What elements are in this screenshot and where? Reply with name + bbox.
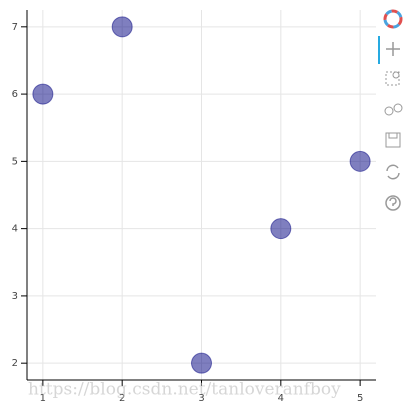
toolbar (378, 9, 403, 211)
x-tick-label: 1 (40, 393, 46, 404)
reset-tool[interactable] (386, 164, 400, 180)
y-tick-label: 6 (12, 89, 18, 100)
plot-area: 1 2 3 4 5 2 3 4 5 6 7 https://blog.csdn.net/tanlove… (12, 10, 376, 404)
point (111, 16, 133, 38)
point (32, 83, 54, 105)
x-tick-label: 5 (357, 393, 363, 404)
point (191, 352, 212, 374)
x-tick-label: 4 (278, 393, 284, 404)
help-tool[interactable] (385, 195, 401, 211)
pan-tool[interactable] (386, 42, 400, 56)
wheel-zoom-tool[interactable] (384, 103, 403, 116)
point (349, 150, 371, 172)
x-tick-label: 2 (119, 393, 125, 404)
y-tick-label: 2 (12, 358, 18, 369)
box-zoom-tool[interactable] (385, 71, 400, 86)
save-tool[interactable] (385, 132, 401, 148)
watermark: https://blog.csdn.net/tanloveranfboy (28, 380, 341, 400)
point (270, 218, 292, 240)
y-tick-label: 5 (12, 156, 18, 167)
y-tick-label: 7 (12, 22, 18, 33)
bokeh-logo[interactable] (383, 9, 403, 29)
y-tick-label: 4 (12, 224, 18, 235)
y-tick-label: 3 (12, 291, 18, 302)
x-tick-label: 3 (198, 393, 204, 404)
